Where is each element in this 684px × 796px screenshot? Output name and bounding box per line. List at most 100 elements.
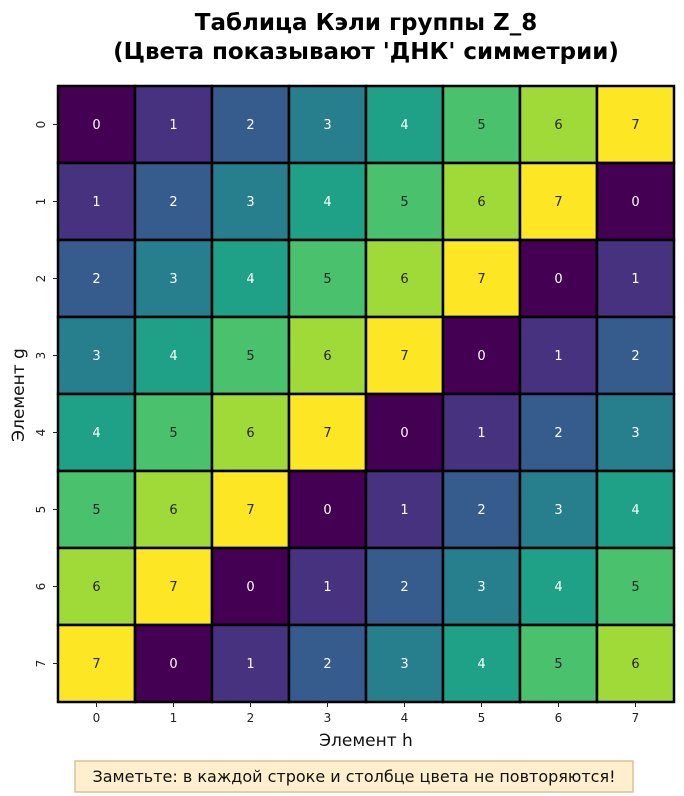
y-tick-label-6: 6 bbox=[34, 583, 48, 591]
heatmap-cell-r5-c4 bbox=[364, 469, 445, 550]
cell-value-label-r2-c0: 2 bbox=[92, 272, 100, 287]
cell-value-label-r6-c3: 1 bbox=[323, 580, 331, 595]
y-tick-label-4: 4 bbox=[34, 429, 48, 437]
heatmap-cell-r1-c5 bbox=[441, 161, 522, 242]
heatmap-cell-r7-c7 bbox=[595, 623, 676, 704]
cell-value-label-r2-c5: 7 bbox=[477, 272, 485, 287]
heatmap-cell-r6-c4 bbox=[364, 546, 445, 627]
heatmap-cell-r6-c1 bbox=[133, 546, 214, 627]
heatmap-cell-r2-c5 bbox=[441, 238, 522, 319]
cell-value-label-r6-c0: 6 bbox=[92, 580, 100, 595]
cell-value-label-r1-c3: 4 bbox=[323, 195, 331, 210]
heatmap-cell-r6-c0 bbox=[56, 546, 137, 627]
y-tick-label-1: 1 bbox=[34, 198, 48, 206]
cell-value-label-r4-c3: 7 bbox=[323, 426, 331, 441]
heatmap-cell-r0-c5 bbox=[441, 84, 522, 165]
x-axis-label: Элемент h bbox=[319, 731, 413, 751]
cell-value-label-r3-c2: 5 bbox=[246, 349, 254, 364]
heatmap-cell-r2-c2 bbox=[210, 238, 291, 319]
y-axis-label: Элемент g bbox=[9, 348, 29, 442]
heatmap-cell-r0-c1 bbox=[133, 84, 214, 165]
x-tick-label-3: 3 bbox=[324, 711, 332, 725]
cell-value-label-r7-c3: 2 bbox=[323, 657, 331, 672]
heatmap-cell-r1-c7 bbox=[595, 161, 676, 242]
cell-value-label-r5-c3: 0 bbox=[323, 503, 331, 518]
cell-value-label-r4-c7: 3 bbox=[631, 426, 639, 441]
note-box bbox=[74, 760, 634, 793]
cell-value-label-r2-c6: 0 bbox=[554, 272, 562, 287]
cell-value-label-r6-c5: 3 bbox=[477, 580, 485, 595]
heatmap-cell-r5-c6 bbox=[518, 469, 599, 550]
heatmap-cell-r2-c7 bbox=[595, 238, 676, 319]
cell-value-label-r5-c2: 7 bbox=[246, 503, 254, 518]
x-tick-label-6: 6 bbox=[555, 711, 563, 725]
heatmap-cell-r1-c3 bbox=[287, 161, 368, 242]
cell-value-label-r7-c1: 0 bbox=[169, 657, 177, 672]
heatmap-cell-r3-c4 bbox=[364, 315, 445, 396]
cell-value-label-r4-c1: 5 bbox=[169, 426, 177, 441]
cell-value-label-r1-c5: 6 bbox=[477, 195, 485, 210]
cell-value-label-r7-c0: 7 bbox=[92, 657, 100, 672]
cell-value-label-r1-c0: 1 bbox=[92, 195, 100, 210]
cell-value-label-r7-c6: 5 bbox=[554, 657, 562, 672]
chart-title-line-2: (Цвета показывают 'ДНК' симметрии) bbox=[113, 39, 619, 65]
cell-value-label-r1-c1: 2 bbox=[169, 195, 177, 210]
heatmap-cell-r6-c7 bbox=[595, 546, 676, 627]
cell-value-label-r6-c7: 5 bbox=[631, 580, 639, 595]
cell-value-label-r1-c2: 3 bbox=[246, 195, 254, 210]
cell-value-label-r3-c6: 1 bbox=[554, 349, 562, 364]
cell-value-label-r7-c5: 4 bbox=[477, 657, 485, 672]
cell-value-label-r5-c1: 6 bbox=[169, 503, 177, 518]
cell-value-label-r0-c2: 2 bbox=[246, 118, 254, 133]
heatmap-cell-r2-c3 bbox=[287, 238, 368, 319]
cell-value-label-r7-c4: 3 bbox=[400, 657, 408, 672]
heatmap-cell-r3-c2 bbox=[210, 315, 291, 396]
chart-title-line-1: Таблица Кэли группы Z_8 bbox=[195, 10, 537, 36]
cell-value-label-r0-c0: 0 bbox=[92, 118, 100, 133]
cell-value-label-r1-c7: 0 bbox=[631, 195, 639, 210]
y-tick-label-7: 7 bbox=[34, 660, 48, 668]
heatmap-cell-r3-c6 bbox=[518, 315, 599, 396]
cell-value-label-r1-c6: 7 bbox=[554, 195, 562, 210]
cell-value-label-r5-c7: 4 bbox=[631, 503, 639, 518]
cell-value-label-r4-c0: 4 bbox=[92, 426, 100, 441]
cell-value-label-r4-c5: 1 bbox=[477, 426, 485, 441]
x-tick-label-2: 2 bbox=[247, 711, 255, 725]
cell-value-label-r3-c3: 6 bbox=[323, 349, 331, 364]
cell-value-label-r5-c5: 2 bbox=[477, 503, 485, 518]
cell-value-label-r0-c5: 5 bbox=[477, 118, 485, 133]
cell-value-label-r1-c4: 5 bbox=[400, 195, 408, 210]
cell-value-label-r0-c1: 1 bbox=[169, 118, 177, 133]
cell-value-label-r5-c6: 3 bbox=[554, 503, 562, 518]
heatmap-cell-r1-c1 bbox=[133, 161, 214, 242]
heatmap-cell-r5-c7 bbox=[595, 469, 676, 550]
y-tick-label-3: 3 bbox=[34, 352, 48, 360]
cell-value-label-r0-c6: 6 bbox=[554, 118, 562, 133]
heatmap-cell-r7-c4 bbox=[364, 623, 445, 704]
cell-value-label-r3-c5: 0 bbox=[477, 349, 485, 364]
heatmap-cell-r2-c4 bbox=[364, 238, 445, 319]
heatmap-cell-r4-c4 bbox=[364, 392, 445, 473]
cell-value-label-r3-c4: 7 bbox=[400, 349, 408, 364]
heatmap-cell-r5-c1 bbox=[133, 469, 214, 550]
cell-value-label-r7-c7: 6 bbox=[631, 657, 639, 672]
heatmap-cell-r2-c6 bbox=[518, 238, 599, 319]
y-axis-ticks: 0 1 2 3 4 5 6 7 bbox=[34, 121, 58, 668]
y-tick-label-0: 0 bbox=[34, 121, 48, 129]
cell-value-label-r3-c1: 4 bbox=[169, 349, 177, 364]
y-tick-label-5: 5 bbox=[34, 506, 48, 514]
cell-value-label-r0-c4: 4 bbox=[400, 118, 408, 133]
heatmap-cell-r6-c2 bbox=[210, 546, 291, 627]
note-text: Заметьте: в каждой строке и столбце цвет… bbox=[92, 767, 615, 786]
cell-value-label-r2-c4: 6 bbox=[400, 272, 408, 287]
y-tick-label-2: 2 bbox=[34, 275, 48, 283]
cell-value-label-r4-c4: 0 bbox=[400, 426, 408, 441]
cell-value-label-r6-c4: 2 bbox=[400, 580, 408, 595]
x-tick-label-7: 7 bbox=[632, 711, 640, 725]
cell-value-label-r0-c7: 7 bbox=[631, 118, 639, 133]
heatmap-cell-r6-c5 bbox=[441, 546, 522, 627]
heatmap-cell-r7-c2 bbox=[210, 623, 291, 704]
cell-value-label-r2-c3: 5 bbox=[323, 272, 331, 287]
cell-value-label-r3-c0: 3 bbox=[92, 349, 100, 364]
